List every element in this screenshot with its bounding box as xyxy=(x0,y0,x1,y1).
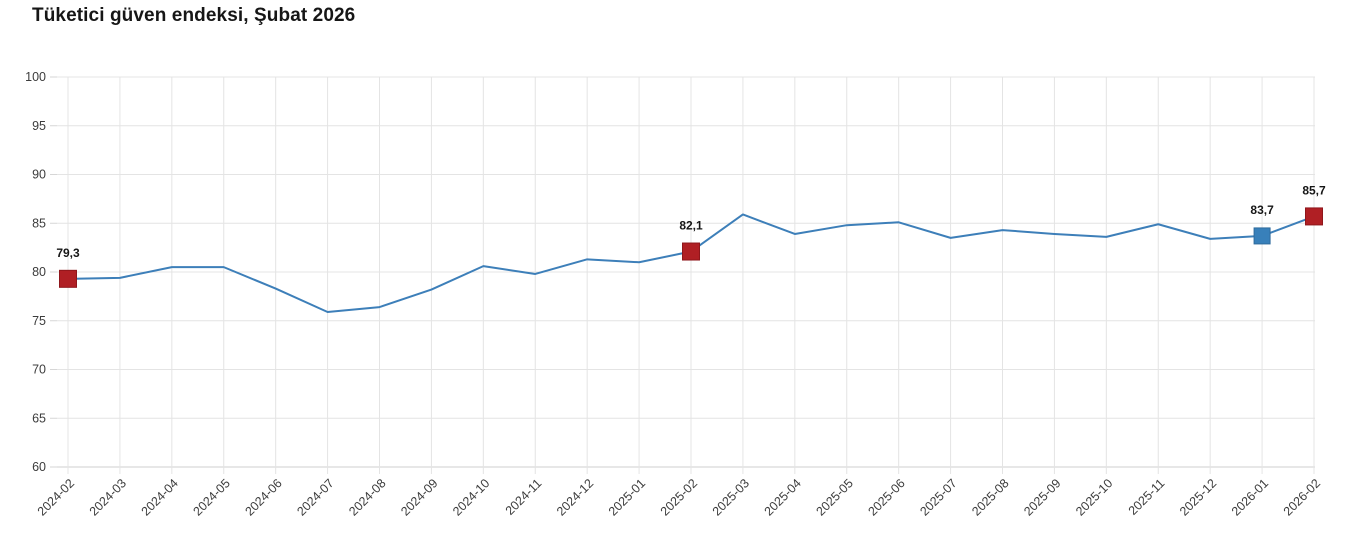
x-axis-tick-label: 2026-01 xyxy=(1229,476,1271,518)
data-label-2024-02: 79,3 xyxy=(56,246,80,260)
x-axis-tick-label: 2024-03 xyxy=(87,476,129,518)
x-axis-tick-label: 2025-09 xyxy=(1021,476,1063,518)
x-axis-tick-label: 2025-12 xyxy=(1177,476,1219,518)
y-axis-tick-label: 95 xyxy=(32,119,46,133)
x-axis-tick-label: 2024-07 xyxy=(294,476,336,518)
x-axis-tick-label: 2024-05 xyxy=(191,476,233,518)
x-axis-tick-label: 2024-06 xyxy=(242,476,284,518)
x-axis-tick-label: 2024-02 xyxy=(35,476,77,518)
highlight-marker-2025-02[interactable] xyxy=(682,242,700,261)
y-axis-tick-label: 100 xyxy=(25,70,46,84)
data-label-2026-01: 83,7 xyxy=(1250,203,1274,217)
data-label-2026-02: 85,7 xyxy=(1302,183,1326,197)
y-axis-tick-label: 65 xyxy=(32,411,46,425)
y-axis-tick-label: 60 xyxy=(32,460,46,474)
x-axis-tick-label: 2025-03 xyxy=(710,476,752,518)
highlight-marker-2026-02[interactable] xyxy=(1305,207,1323,226)
x-axis-tick-label: 2026-02 xyxy=(1281,476,1323,518)
x-axis-tick-label: 2025-05 xyxy=(814,476,856,518)
x-axis-tick-label: 2025-01 xyxy=(606,476,648,518)
chart-title: Tüketici güven endeksi, Şubat 2026 xyxy=(32,5,356,26)
highlight-marker-2024-02[interactable] xyxy=(59,269,77,288)
y-axis-tick-label: 75 xyxy=(32,314,46,328)
x-axis-tick-label: 2024-12 xyxy=(554,476,596,518)
x-axis-tick-label: 2024-08 xyxy=(346,476,388,518)
x-axis-tick-label: 2025-08 xyxy=(969,476,1011,518)
x-axis-tick-label: 2025-10 xyxy=(1073,476,1115,518)
data-label-2025-02: 82,1 xyxy=(679,219,703,233)
x-axis-tick-label: 2025-11 xyxy=(1126,476,1168,518)
x-axis-tick-label: 2024-09 xyxy=(398,476,440,518)
y-axis-tick-label: 85 xyxy=(32,216,46,230)
y-axis-tick-label: 70 xyxy=(32,363,46,377)
x-axis-tick-label: 2024-04 xyxy=(139,476,181,518)
x-axis-tick-label: 2025-06 xyxy=(865,476,907,518)
x-axis-tick-label: 2025-02 xyxy=(658,476,700,518)
x-axis-tick-label: 2025-04 xyxy=(762,476,804,518)
y-axis-tick-label: 90 xyxy=(32,168,46,182)
y-axis-tick-label: 80 xyxy=(32,265,46,279)
x-axis-tick-label: 2025-07 xyxy=(917,476,959,518)
x-axis-tick-label: 2024-10 xyxy=(450,476,492,518)
x-axis-tick-label: 2024-11 xyxy=(503,476,545,518)
highlight-marker-2026-01[interactable] xyxy=(1253,227,1271,245)
